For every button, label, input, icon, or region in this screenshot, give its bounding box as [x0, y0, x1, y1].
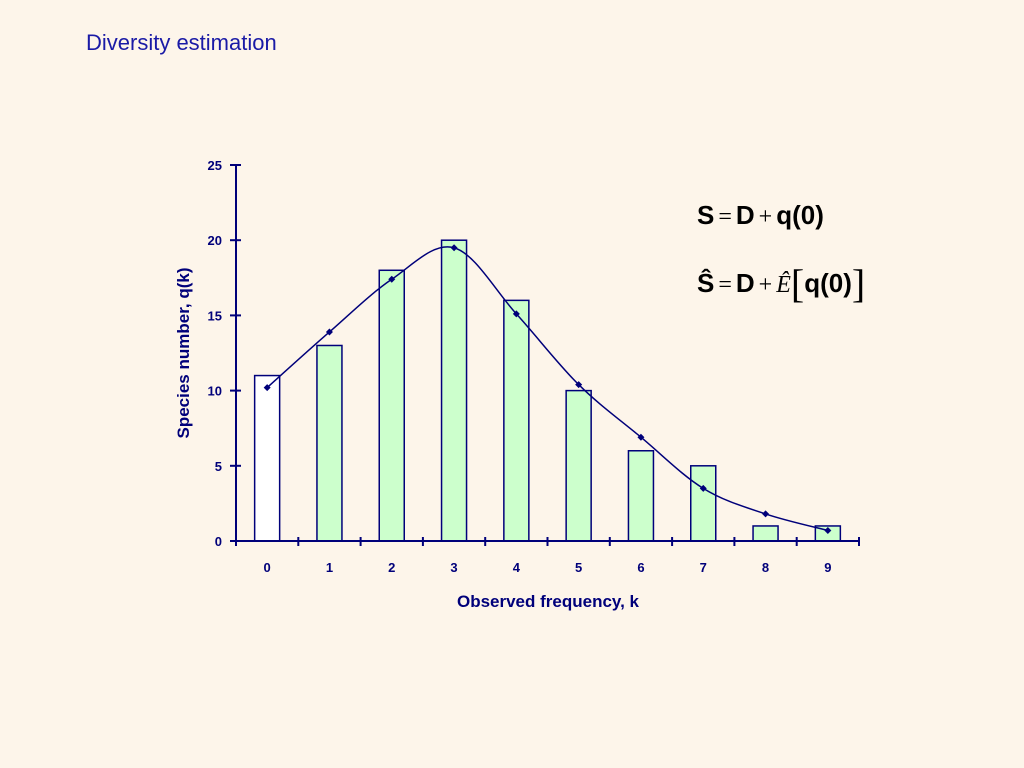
bar-1 [316, 344, 343, 542]
y-tick-label-25: 25 [208, 158, 222, 173]
bars [253, 239, 842, 542]
formula-q0: q(0) [776, 200, 824, 230]
y-tick-label-0: 0 [215, 534, 222, 549]
formula-plus: + [758, 272, 773, 298]
x-tick-label-3: 3 [450, 560, 457, 575]
y-axis-title: Species number, q(k) [174, 268, 193, 439]
x-ticks: 0 1 2 3 4 5 6 7 8 9 [235, 537, 860, 575]
formula-right-bracket: ] [851, 261, 866, 306]
y-tick-label-20: 20 [208, 233, 222, 248]
curve-point-5 [575, 381, 583, 389]
x-tick-label-0: 0 [264, 560, 271, 575]
bar-0 [253, 374, 281, 542]
bar-2 [378, 269, 405, 542]
curve-point-1 [325, 328, 333, 336]
formula-s: S [697, 200, 715, 230]
curve-point-2 [388, 275, 396, 283]
curve-point-8 [762, 510, 770, 518]
formula-expectation: Ê [776, 272, 791, 298]
bar-8 [752, 525, 779, 542]
y-ticks: 0 5 10 15 20 25 [208, 158, 241, 549]
formula-estimated-richness: Ŝ = D + Ê[q(0)] [697, 264, 865, 304]
y-tick-label-10: 10 [208, 384, 222, 399]
formula-equals: = [718, 272, 732, 298]
formula-true-richness: S = D + q(0) [697, 200, 824, 231]
bar-6 [627, 450, 655, 542]
x-tick-label-7: 7 [700, 560, 707, 575]
curve-point-4 [512, 310, 520, 318]
x-tick-label-4: 4 [513, 560, 521, 575]
curve-point-0 [263, 384, 271, 392]
curve-markers [263, 244, 832, 534]
curve-point-9 [824, 526, 832, 534]
x-tick-label-2: 2 [388, 560, 395, 575]
formula-plus: + [758, 204, 773, 230]
x-axis-title: Observed frequency, k [457, 592, 640, 611]
curve-point-3 [450, 244, 458, 252]
formula-equals: = [718, 204, 732, 230]
x-tick-label-8: 8 [762, 560, 769, 575]
formula-d: D [735, 268, 755, 298]
formula-d: D [735, 200, 755, 230]
formula-s-hat: Ŝ [697, 268, 715, 298]
bar-7 [690, 465, 717, 542]
slide-title: Diversity estimation [86, 30, 277, 55]
curve-point-6 [637, 433, 645, 441]
x-tick-label-5: 5 [575, 560, 582, 575]
formula-q0: q(0) [804, 268, 852, 298]
x-tick-label-1: 1 [326, 560, 333, 575]
bar-5 [565, 389, 592, 542]
bar-4 [503, 299, 530, 542]
y-tick-label-5: 5 [215, 459, 222, 474]
y-tick-label-15: 15 [208, 308, 222, 323]
x-tick-label-6: 6 [637, 560, 644, 575]
curve-point-7 [699, 484, 707, 492]
formula-left-bracket: [ [790, 261, 805, 306]
bar-3 [440, 239, 468, 542]
fitted-curve [266, 246, 829, 532]
x-tick-label-9: 9 [824, 560, 831, 575]
